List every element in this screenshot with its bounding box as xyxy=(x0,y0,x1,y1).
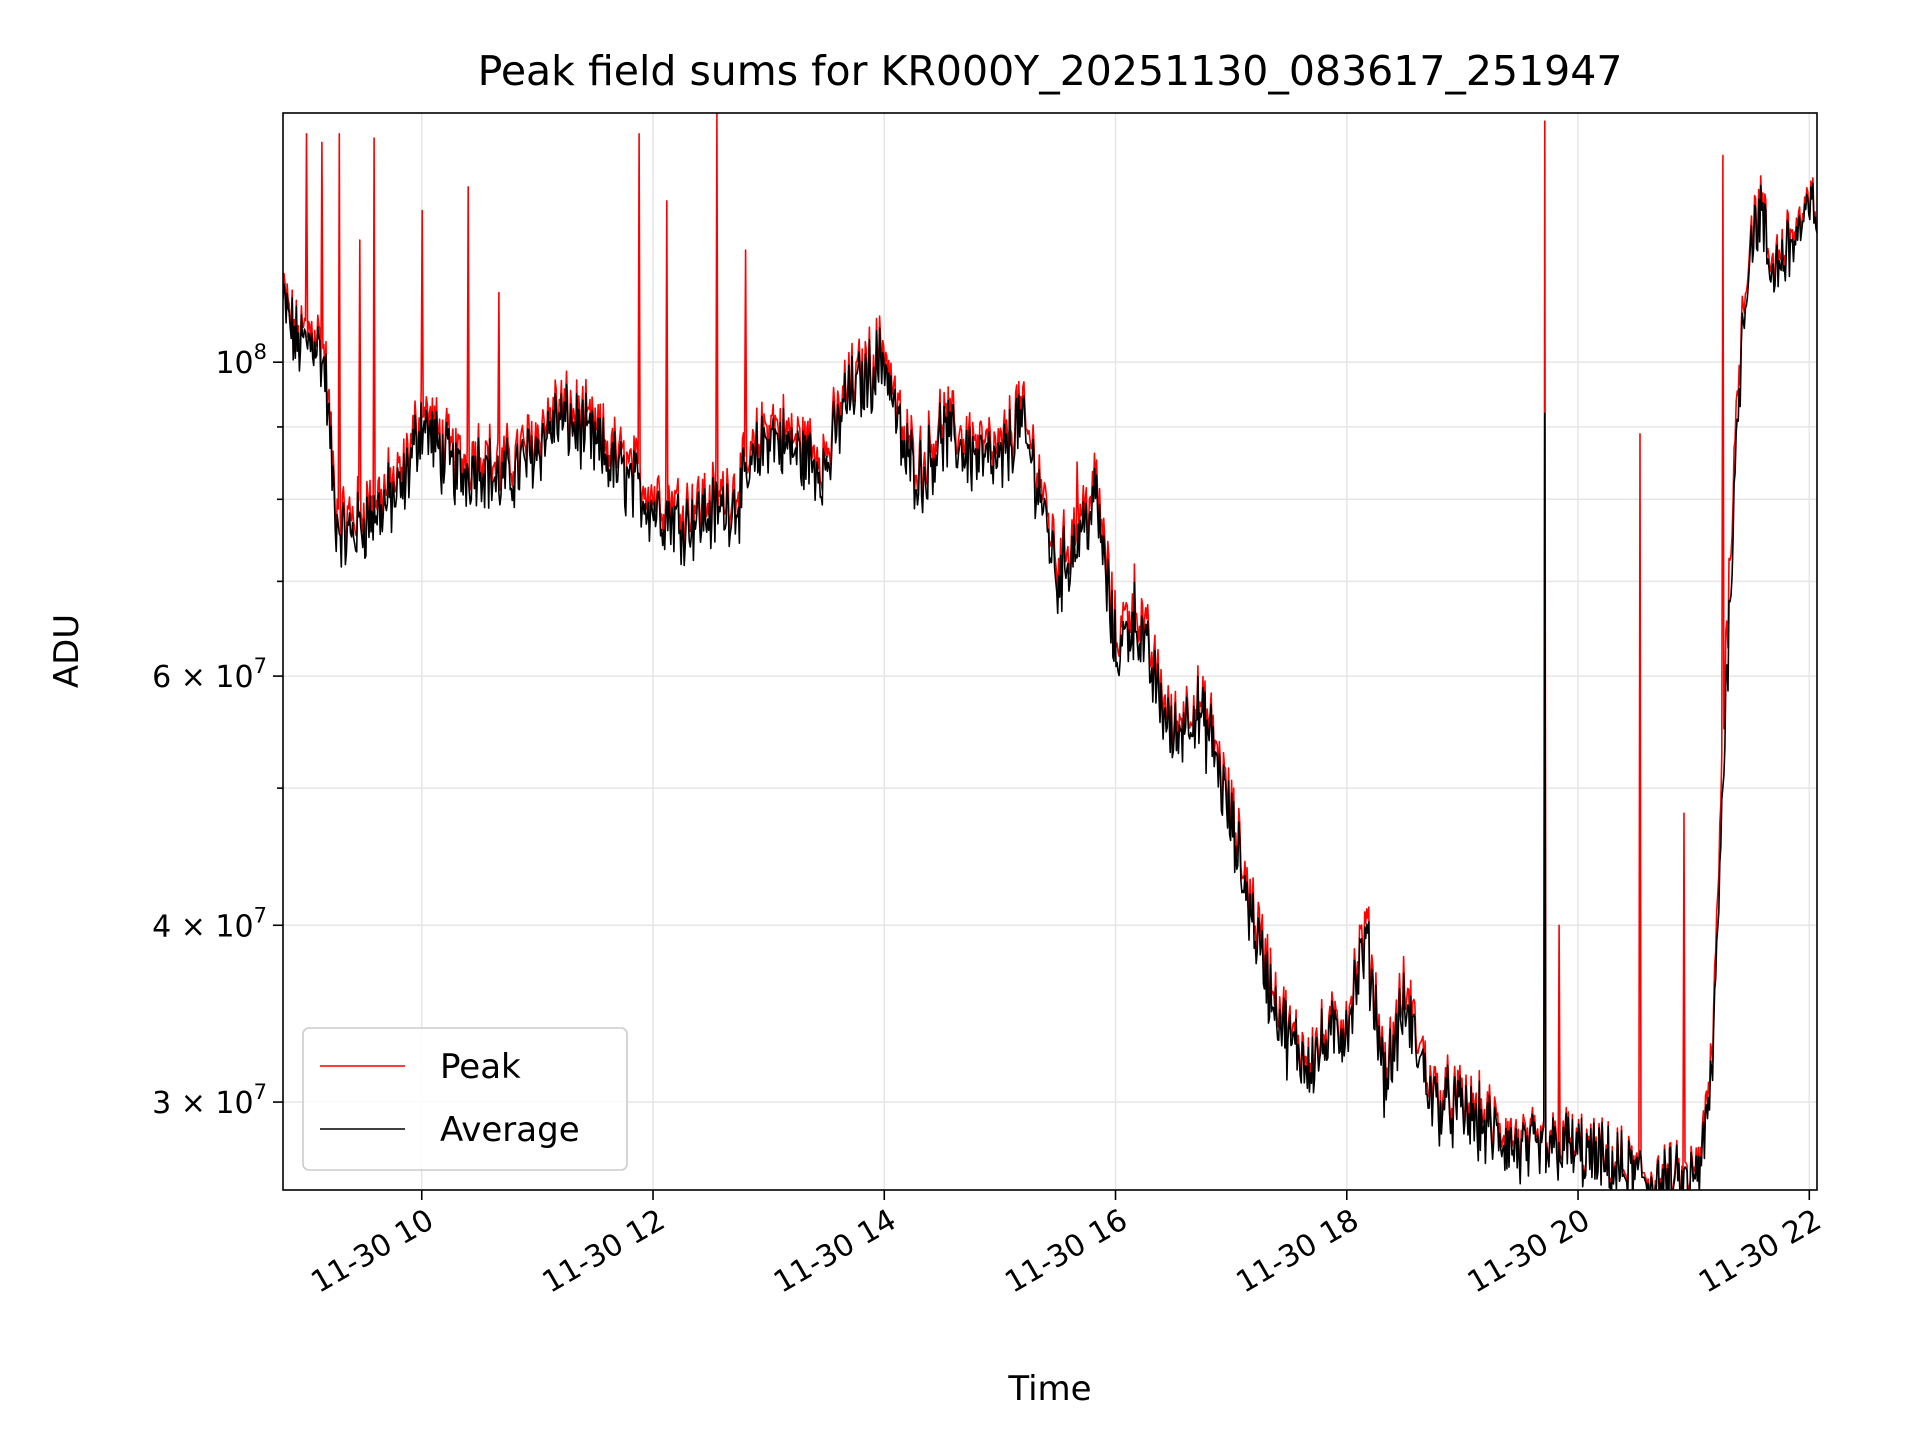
y-tick-label: 108 xyxy=(215,340,267,381)
y-tick-label: 6 × 107 xyxy=(152,654,267,695)
series-layer xyxy=(283,113,1817,1190)
legend-label-peak: Peak xyxy=(440,1047,521,1087)
chart-title: Peak field sums for KR000Y_20251130_0836… xyxy=(478,47,1623,95)
plot-frame xyxy=(282,112,1818,1191)
x-axis-label: Time xyxy=(1007,1369,1091,1409)
legend: Peak Average xyxy=(302,1027,628,1171)
y-tick-label: 3 × 107 xyxy=(152,1080,267,1121)
series-line-peak xyxy=(283,113,1817,1190)
y-axis-label: ADU xyxy=(47,614,87,688)
y-axis: 108 6 × 107 4 × 107 3 × 107 xyxy=(152,340,283,1121)
y-tick-label: 4 × 107 xyxy=(152,903,267,944)
legend-frame xyxy=(302,1027,628,1171)
series-line-average xyxy=(283,182,1817,1190)
legend-label-average: Average xyxy=(440,1110,580,1150)
